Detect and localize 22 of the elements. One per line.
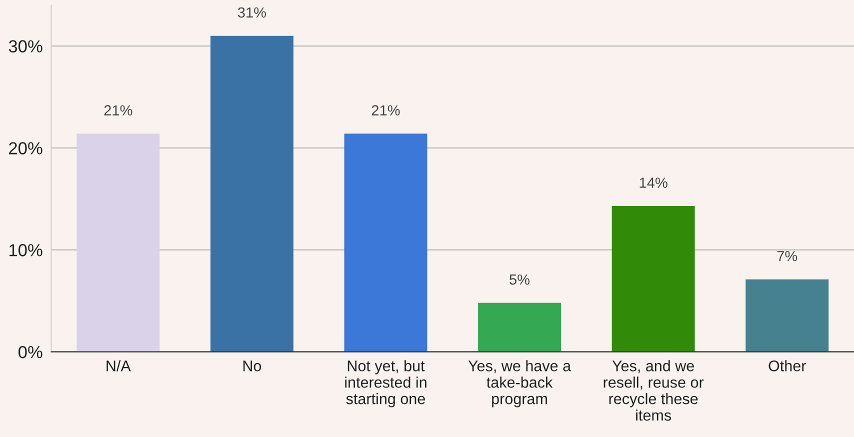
bar xyxy=(344,134,428,352)
bar xyxy=(76,134,160,352)
data-label: 14% xyxy=(640,178,668,188)
y-tick-label: 30% xyxy=(8,40,42,52)
y-tick-label: 10% xyxy=(9,244,42,256)
data-label: 5% xyxy=(510,274,530,285)
y-tick-label: 0% xyxy=(18,346,42,358)
bar xyxy=(210,36,294,352)
x-tick-label: Not yet, but interested in starting one xyxy=(345,360,426,408)
bar xyxy=(612,206,695,352)
bar xyxy=(478,302,561,352)
bar xyxy=(746,279,829,352)
data-label: 21% xyxy=(104,105,132,116)
data-label: 21% xyxy=(372,105,400,116)
x-tick-label: No xyxy=(243,360,262,372)
y-tick-label: 20% xyxy=(9,142,42,154)
data-label: 31% xyxy=(238,7,266,18)
x-tick-label: Other xyxy=(768,360,806,372)
x-tick-label: Yes, and we resell, reuse or recycle these items xyxy=(604,360,704,421)
x-tick-label: N/A xyxy=(106,360,131,372)
x-tick-label: Yes, we have a take-back program xyxy=(468,360,572,408)
data-label: 7% xyxy=(777,250,798,262)
